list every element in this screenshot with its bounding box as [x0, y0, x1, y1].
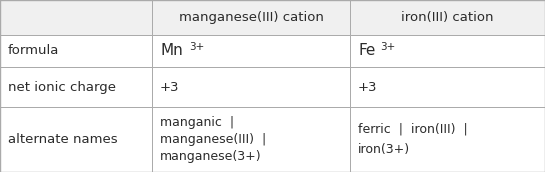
Bar: [350, 107, 545, 172]
Text: +3: +3: [160, 80, 179, 94]
Bar: [0, 67, 152, 107]
Text: ferric  |  iron(III)  |: ferric | iron(III) |: [358, 123, 468, 136]
Bar: [0, 0, 152, 35]
Text: manganese(3+): manganese(3+): [160, 150, 262, 163]
Text: 3+: 3+: [380, 42, 396, 52]
Text: Mn: Mn: [160, 44, 183, 58]
Text: +3: +3: [358, 80, 378, 94]
Bar: [0, 35, 152, 67]
Bar: [152, 67, 350, 107]
Text: 3+: 3+: [189, 42, 204, 52]
Text: iron(III) cation: iron(III) cation: [401, 11, 494, 24]
Bar: [152, 107, 350, 172]
Text: manganic  |: manganic |: [160, 116, 234, 129]
Text: net ionic charge: net ionic charge: [8, 80, 116, 94]
Bar: [152, 0, 350, 35]
Bar: [350, 35, 545, 67]
Text: manganese(III)  |: manganese(III) |: [160, 133, 267, 146]
Bar: [350, 0, 545, 35]
Text: formula: formula: [8, 45, 59, 57]
Text: iron(3+): iron(3+): [358, 143, 410, 156]
Text: Fe: Fe: [358, 44, 376, 58]
Bar: [152, 35, 350, 67]
Text: alternate names: alternate names: [8, 133, 118, 146]
Bar: [350, 67, 545, 107]
Bar: [0, 107, 152, 172]
Text: manganese(III) cation: manganese(III) cation: [179, 11, 323, 24]
